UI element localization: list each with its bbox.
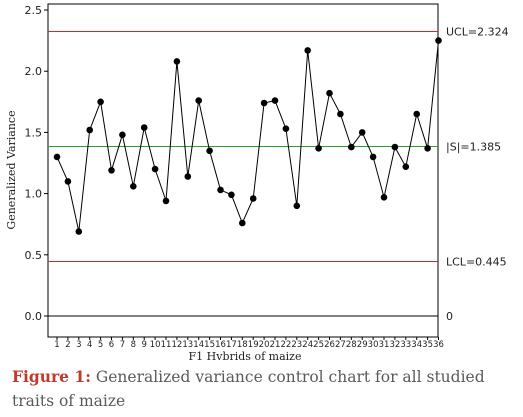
x-tick-label: 2 — [65, 340, 70, 350]
y-tick-label: 0.0 — [25, 310, 43, 323]
data-point — [140, 124, 148, 131]
x-tick-label: 13 — [182, 340, 193, 350]
x-tick-label: 1 — [54, 340, 59, 350]
x-tick-label: 16 — [215, 340, 226, 350]
data-point — [358, 129, 366, 136]
x-tick-label: 33 — [400, 340, 411, 350]
x-tick-label: 17 — [226, 340, 237, 350]
data-point — [130, 183, 137, 190]
data-point — [108, 167, 115, 174]
data-point — [119, 131, 126, 139]
x-tick-label: 28 — [346, 340, 357, 350]
x-tick-label: 7 — [120, 340, 125, 350]
y-tick-label: 1.0 — [25, 188, 43, 201]
x-tick-label: 27 — [335, 340, 346, 350]
data-point — [413, 110, 421, 118]
figure-label: Figure 1: — [12, 367, 91, 386]
x-tick-label: 32 — [389, 340, 400, 350]
plot-frame — [47, 3, 439, 338]
y-tick-label: 2.0 — [25, 65, 43, 78]
y-tick-label: 0.5 — [25, 249, 43, 262]
y-tick-label: 2.5 — [25, 4, 43, 17]
ucl-label: UCL=2.324 — [446, 26, 509, 39]
x-tick-label: 4 — [87, 340, 92, 350]
x-tick-label: 34 — [411, 340, 422, 350]
x-tick-label: 25 — [313, 340, 324, 350]
center-label: |S|=1.385 — [446, 140, 501, 153]
data-point — [260, 99, 268, 107]
x-tick-label: 29 — [357, 340, 368, 350]
y-axis-title: Generalized Variance — [5, 110, 18, 229]
control-limits: UCL=2.324 |S|=1.385 LCL=0.445 0 — [48, 26, 509, 323]
figure-caption: Figure 1: Generalized variance control c… — [12, 365, 517, 413]
data-point — [195, 97, 202, 104]
data-point — [64, 178, 72, 185]
data-point — [249, 195, 257, 202]
x-tick-label: 3 — [76, 340, 81, 350]
data-point — [435, 37, 442, 44]
x-tick-label: 26 — [324, 340, 335, 350]
x-tick-label: 35 — [422, 340, 433, 350]
x-tick-label: 11 — [161, 340, 172, 350]
lcl-label: LCL=0.445 — [446, 256, 507, 269]
x-tick-label: 21 — [270, 340, 281, 350]
x-tick-label: 19 — [248, 340, 259, 350]
x-tick-label: 15 — [204, 340, 215, 350]
x-axis-title: F1 Hybrids of maize — [189, 350, 302, 360]
x-tick-label: 14 — [193, 340, 204, 350]
data-point — [97, 98, 104, 106]
x-tick-label: 9 — [141, 340, 146, 350]
data-point — [304, 47, 312, 54]
data-point — [162, 197, 170, 205]
data-point — [402, 163, 410, 170]
x-tick-label: 31 — [379, 340, 390, 350]
y-axis-ticks: 0.0 0.5 1.0 1.5 2.0 2.5 — [25, 4, 48, 323]
data-point — [217, 186, 224, 194]
x-tick-label: 10 — [150, 340, 161, 350]
x-tick-label: 36 — [433, 340, 444, 350]
x-tick-label: 6 — [109, 340, 114, 350]
zero-label: 0 — [446, 310, 453, 323]
x-tick-label: 5 — [98, 340, 103, 350]
data-point — [380, 194, 388, 201]
data-point — [315, 145, 322, 152]
x-tick-label: 8 — [131, 340, 136, 350]
x-tick-label: 24 — [302, 340, 313, 350]
caption-text: Generalized variance control chart for a… — [12, 368, 485, 410]
data-point — [239, 219, 246, 227]
x-tick-label: 30 — [368, 340, 379, 350]
data-point — [206, 147, 213, 155]
data-point — [424, 145, 431, 152]
data-point — [293, 202, 301, 210]
data-point — [151, 165, 159, 173]
data-point — [391, 143, 399, 151]
x-tick-label: 22 — [280, 340, 291, 350]
data-point — [75, 228, 83, 235]
data-point — [337, 110, 344, 118]
x-tick-label: 12 — [171, 340, 182, 350]
data-point — [271, 97, 279, 104]
x-axis-ticks: 1 2 3 4 5 6 7 8 9 10 11 12 13 14 15 16 17 18 19 20 21 22 23 24 2… — [54, 337, 444, 350]
x-tick-label: 18 — [237, 340, 248, 350]
data-point — [348, 143, 355, 151]
data-point — [326, 89, 333, 97]
data-series — [53, 37, 442, 235]
series-line — [56, 40, 439, 232]
control-chart: UCL=2.324 |S|=1.385 LCL=0.445 0 0.0 0.5 1.0 1.… — [5, 3, 509, 360]
data-point — [282, 125, 290, 132]
data-point — [369, 153, 377, 161]
data-point — [184, 173, 192, 180]
data-point — [86, 126, 93, 134]
data-point — [173, 58, 181, 65]
y-tick-label: 1.5 — [25, 126, 43, 139]
data-point — [53, 153, 61, 161]
x-tick-label: 23 — [291, 340, 302, 350]
data-point — [228, 191, 235, 199]
x-tick-label: 20 — [259, 340, 270, 350]
